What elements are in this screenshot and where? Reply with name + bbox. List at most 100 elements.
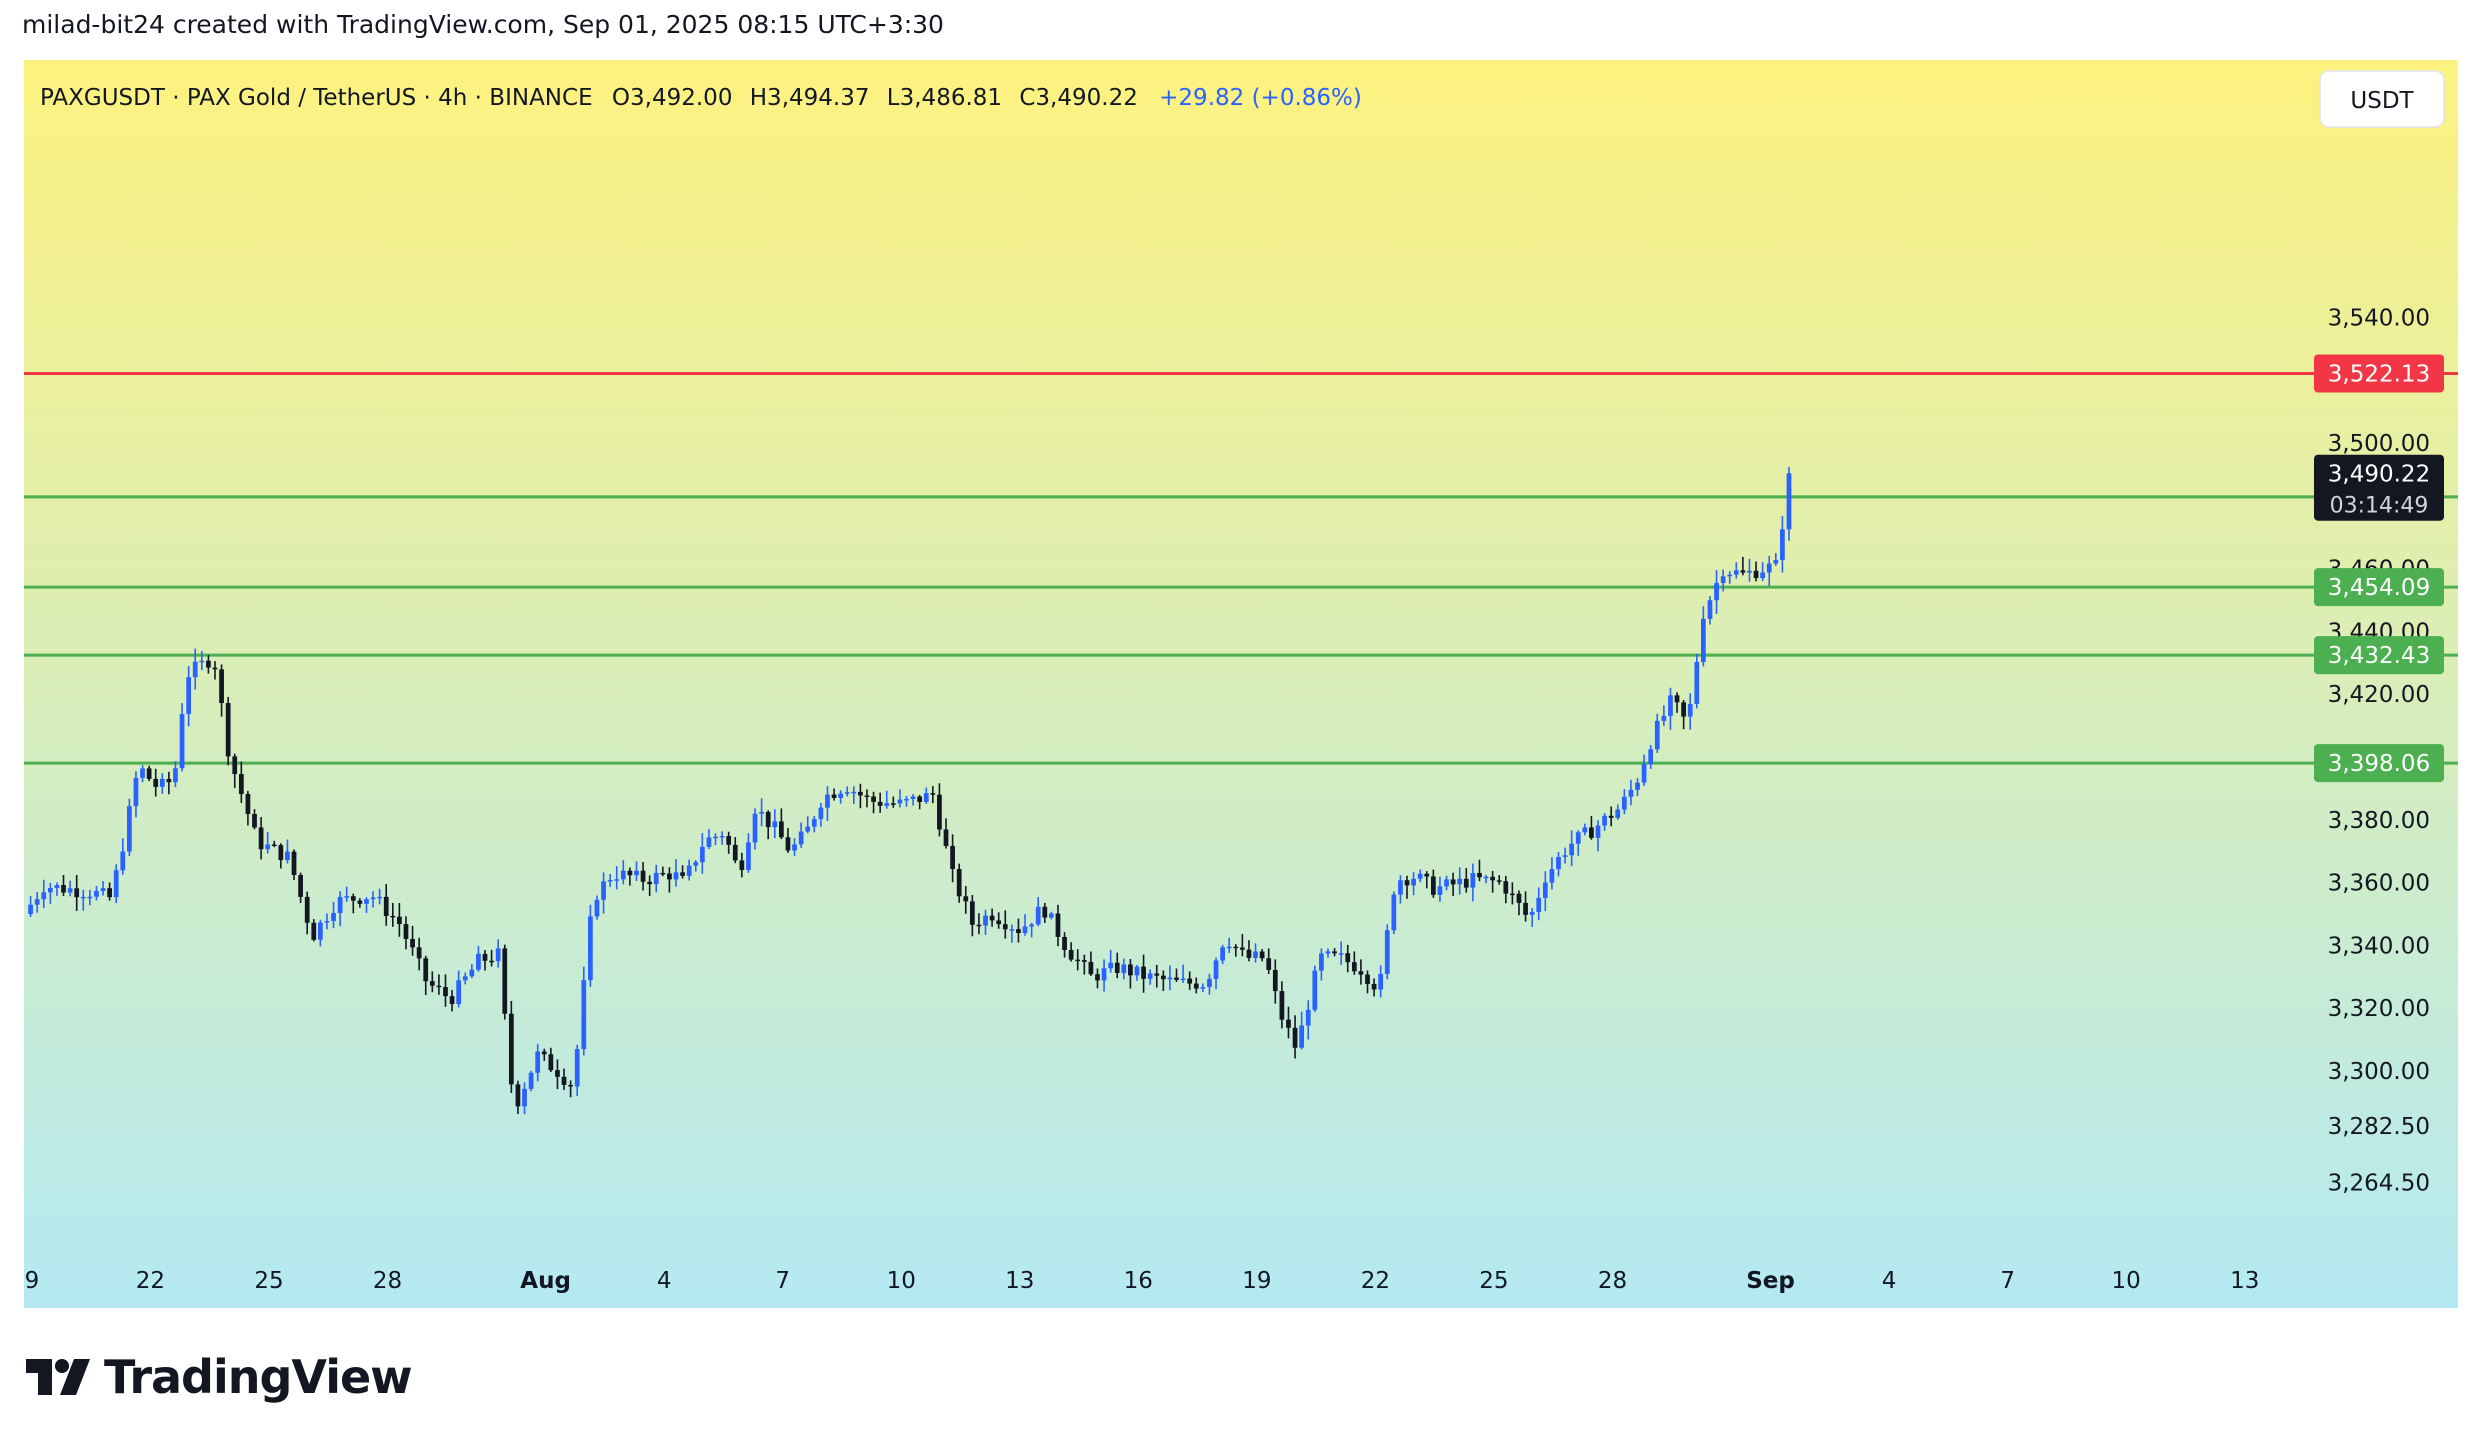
candle-body: [1635, 782, 1640, 790]
candle-body: [397, 916, 402, 925]
x-tick-label: 22: [136, 1268, 165, 1294]
candle-body: [969, 901, 975, 925]
candle-body: [884, 803, 890, 806]
candle-body: [594, 899, 600, 917]
candle-body: [429, 981, 435, 986]
candle-body: [1654, 720, 1660, 750]
price-labels: 3,522.133,482.843,454.093,432.433,398.06…: [2314, 354, 2444, 783]
candle-body: [1510, 893, 1515, 896]
candle-body: [792, 844, 797, 851]
x-tick-label: 22: [1361, 1268, 1390, 1294]
candle-body: [522, 1088, 527, 1107]
candle-body: [317, 922, 323, 940]
candle-body: [1621, 796, 1627, 810]
y-tick-label: 3,264.50: [2328, 1170, 2430, 1196]
currency-label: USDT: [2350, 88, 2414, 114]
candle-body: [1154, 973, 1160, 976]
candle-body: [1398, 880, 1403, 895]
tradingview-logo[interactable]: TradingView: [26, 1350, 413, 1404]
candle-body: [1589, 827, 1594, 838]
candle-body: [1095, 974, 1100, 981]
candle-body: [350, 896, 356, 901]
candle-body: [1338, 953, 1344, 955]
candle-body: [601, 881, 606, 900]
candle-body: [1062, 936, 1067, 950]
candle-body: [1720, 576, 1726, 584]
candle-body: [179, 714, 185, 769]
candle-body: [225, 703, 231, 757]
candle-body: [1463, 878, 1469, 888]
candle-body: [943, 829, 949, 846]
candle-body: [1411, 878, 1416, 886]
chart-attribution: milad-bit24 created with TradingView.com…: [22, 10, 944, 39]
candle-body: [1200, 987, 1206, 989]
candle-body: [1351, 962, 1357, 972]
candle-body: [94, 890, 99, 897]
x-tick-label: 19: [1242, 1268, 1271, 1294]
candle-body: [1780, 529, 1785, 561]
candle-body: [581, 980, 587, 1050]
candle-body: [1332, 951, 1337, 954]
close-value: C3,490.22: [1019, 85, 1137, 111]
candle-body: [1088, 961, 1094, 975]
candle-body: [1279, 991, 1285, 1020]
chart-area[interactable]: PAXGUSDT · PAX Gold / TetherUS · 4h · BI…: [24, 60, 2458, 1308]
candle-body: [1556, 856, 1561, 870]
candle-body: [1733, 570, 1739, 575]
candle-body: [1760, 572, 1766, 579]
candle-body: [897, 799, 903, 804]
candle-body: [555, 1070, 560, 1077]
candle-body: [245, 794, 251, 815]
candle-body: [344, 896, 350, 898]
candle-body: [186, 677, 192, 715]
candle-body: [778, 821, 784, 838]
level-label-bg: [2314, 636, 2444, 675]
candle-body: [212, 667, 218, 670]
currency-button[interactable]: USDT: [2319, 70, 2445, 128]
candle-body: [331, 912, 336, 922]
candle-body: [910, 796, 916, 799]
candle-body: [864, 795, 870, 797]
symbol-legend[interactable]: PAXGUSDT · PAX Gold / TetherUS · 4h · BI…: [40, 85, 1362, 111]
chart-background: [24, 60, 2458, 1308]
candle-body: [133, 777, 139, 807]
x-tick-label: 13: [2230, 1268, 2259, 1294]
candle-body: [1424, 873, 1430, 877]
candle-body: [706, 837, 712, 847]
candle-body: [1628, 789, 1634, 797]
candle-body: [1648, 749, 1654, 764]
candle-body: [1141, 966, 1146, 979]
x-tick-label: 28: [373, 1268, 402, 1294]
candle-body: [719, 835, 725, 838]
candle-body: [1160, 975, 1166, 980]
candle-body: [1055, 913, 1061, 937]
candle-body: [87, 896, 93, 899]
price-chart[interactable]: PAXGUSDT · PAX Gold / TetherUS · 4h · BI…: [24, 60, 2458, 1308]
candle-body: [607, 880, 613, 882]
candle-body: [759, 811, 764, 814]
candle-body: [1430, 876, 1436, 895]
candle-body: [917, 796, 923, 802]
candle-body: [732, 844, 738, 861]
candle-body: [1081, 960, 1087, 962]
candle-body: [1602, 815, 1607, 826]
candle-body: [482, 953, 488, 961]
candle-body: [1470, 873, 1476, 888]
x-tick-label: 28: [1598, 1268, 1627, 1294]
candle-body: [1009, 929, 1015, 931]
candle-body: [950, 845, 955, 870]
candle-body: [851, 791, 857, 794]
candle-body: [1687, 703, 1693, 717]
candle-body: [1714, 583, 1719, 601]
candle-body: [508, 1013, 514, 1085]
candle-body: [219, 669, 224, 704]
candle-body: [713, 836, 718, 839]
candle-body: [1569, 843, 1575, 856]
candles: [28, 466, 1792, 1115]
candle-body: [1259, 951, 1265, 959]
candle-body: [904, 798, 909, 801]
candle-body: [166, 778, 172, 783]
time-scale[interactable]: 9 22 25 28 Aug 4 7 10 13 16 19 22 25 28 Sep 4 7 10 13: [25, 1268, 2260, 1294]
x-tick-label: 10: [2112, 1268, 2141, 1294]
candle-body: [1727, 574, 1733, 577]
